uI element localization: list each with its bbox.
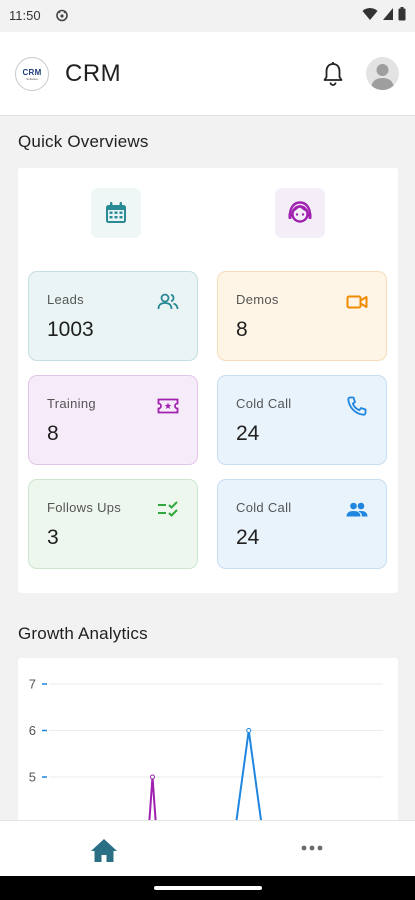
- tile-label: Demos: [236, 292, 279, 307]
- training-tile[interactable]: Training 8: [28, 375, 198, 465]
- series-line: [234, 729, 264, 828]
- gesture-pill[interactable]: [154, 886, 262, 890]
- y-tick-label: 7: [29, 677, 36, 692]
- demos-tile[interactable]: Demos 8: [217, 271, 387, 361]
- status-bar: 11:50: [0, 0, 415, 32]
- tile-label: Follows Ups: [47, 500, 122, 515]
- group-icon: [346, 502, 368, 517]
- data-point: [150, 774, 155, 780]
- people-icon: [157, 293, 179, 310]
- growth-chart-card: 7 6 5: [18, 658, 398, 828]
- signal-icon: [383, 8, 393, 20]
- user-icon: [371, 64, 394, 90]
- tile-label: Leads: [47, 292, 84, 307]
- support-agent-icon: [288, 201, 312, 223]
- y-tick-label: 5: [29, 770, 36, 785]
- calendar-shortcut[interactable]: [91, 188, 141, 238]
- y-tick-label: 6: [29, 723, 36, 738]
- battery-icon: [398, 7, 406, 21]
- tile-label: Cold Call: [236, 500, 292, 515]
- status-notification-icon: [56, 9, 68, 22]
- growth-chart: 7 6 5: [29, 677, 383, 828]
- tile-value: 8: [236, 318, 248, 341]
- wifi-icon: [362, 8, 378, 20]
- tile-label: Cold Call: [236, 396, 292, 411]
- crm-logo: CRM Software: [15, 57, 49, 91]
- logo-subtext: Software: [26, 76, 38, 81]
- tile-value: 24: [236, 422, 260, 445]
- bell-icon[interactable]: [321, 61, 345, 87]
- home-icon[interactable]: [89, 837, 119, 863]
- tile-label: Training: [47, 396, 96, 411]
- status-time: 11:50: [9, 8, 41, 23]
- tile-value: 8: [47, 422, 59, 445]
- tile-value: 3: [47, 526, 59, 549]
- checklist-icon: [158, 501, 178, 517]
- ticket-icon: [157, 398, 179, 414]
- cold-call-tile[interactable]: Cold Call 24: [217, 375, 387, 465]
- gesture-bar: [0, 876, 415, 900]
- quick-overviews-title: Quick Overviews: [18, 132, 149, 151]
- status-icons: [362, 7, 406, 21]
- page-title: CRM: [65, 60, 122, 87]
- bottom-navigation: [0, 820, 415, 876]
- more-icon[interactable]: [300, 843, 324, 853]
- phone-icon: [347, 396, 367, 416]
- data-point: [246, 728, 252, 733]
- growth-analytics-title: Growth Analytics: [18, 624, 148, 643]
- leads-tile[interactable]: Leads 1003: [28, 271, 198, 361]
- follow-ups-tile[interactable]: Follows Ups 3: [28, 479, 198, 569]
- support-shortcut[interactable]: [275, 188, 325, 238]
- tile-value: 24: [236, 526, 260, 549]
- app-header: CRM Software CRM: [0, 32, 415, 116]
- tile-value: 1003: [47, 318, 94, 341]
- video-icon: [346, 295, 368, 309]
- avatar[interactable]: [366, 57, 399, 90]
- calendar-icon: [106, 202, 126, 223]
- quick-overviews-card: Leads 1003 Demos 8 Training 8: [18, 168, 398, 593]
- logo-text: CRM: [22, 67, 42, 77]
- cold-call-group-tile[interactable]: Cold Call 24: [217, 479, 387, 569]
